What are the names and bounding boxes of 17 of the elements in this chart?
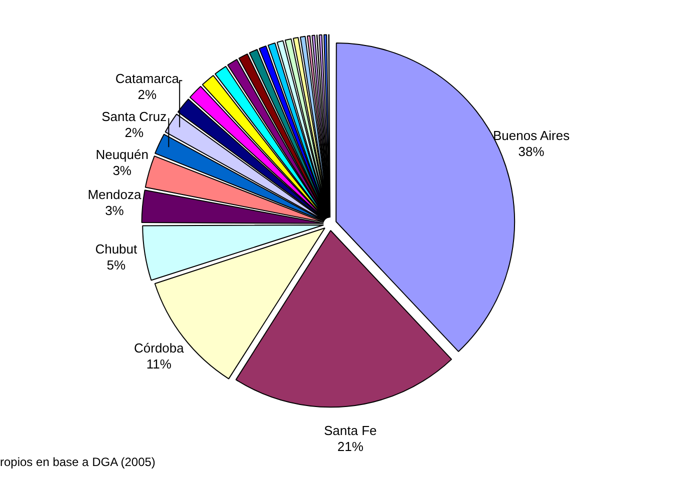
data-label: 5%: [106, 257, 126, 272]
data-label: 21%: [337, 439, 364, 454]
data-label: 2%: [138, 87, 158, 102]
data-label: 11%: [146, 356, 172, 372]
slice-label: Santa Cruz: [102, 109, 167, 124]
data-label: 2%: [124, 125, 144, 140]
slice-label: Chubut: [95, 241, 138, 256]
data-label: 3%: [105, 203, 124, 218]
slice-label: Buenos Aires: [492, 128, 570, 143]
text: ropios en base a DGA (2005): [0, 455, 156, 469]
slice-label: Mendoza: [88, 187, 142, 202]
data-label: 3%: [112, 163, 132, 178]
slice-label: Córdoba: [134, 340, 185, 356]
slice-label: Neuquén: [96, 147, 148, 162]
slice-label: Catamarca: [115, 71, 180, 86]
slice-label: Santa Fe: [324, 423, 377, 438]
data-label: 38%: [518, 144, 545, 159]
